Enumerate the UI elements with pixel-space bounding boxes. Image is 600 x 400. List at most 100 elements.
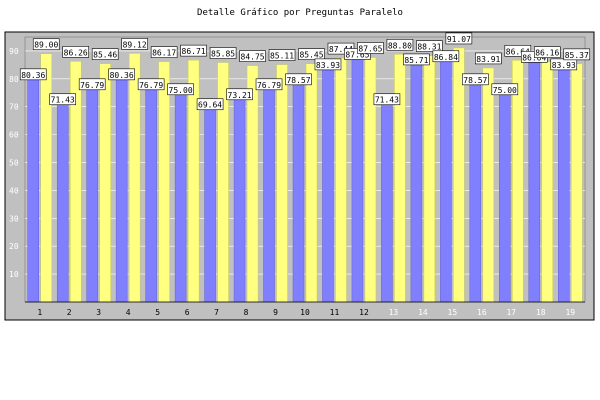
data-label-box	[167, 83, 194, 96]
bar-series-2	[305, 63, 318, 303]
y-tick-label: 80	[9, 75, 19, 84]
data-label-text: 83.93	[316, 61, 340, 70]
data-label-box	[150, 46, 178, 58]
x-tick-label: 11	[330, 308, 340, 317]
bar-series-1	[204, 107, 216, 303]
x-tick-label: 7	[214, 308, 219, 317]
data-label-series-2: 86.64	[504, 45, 532, 57]
data-label-text: 89.00	[34, 41, 58, 50]
data-label-series-2: 84.75	[239, 50, 266, 62]
data-label-text: 85.37	[565, 51, 589, 60]
y-tick-label: 10	[9, 270, 19, 279]
bar-series-1	[86, 87, 98, 303]
bar-series-2	[453, 47, 465, 303]
data-label-series-2: 87.65	[357, 42, 384, 54]
data-label-box	[209, 47, 237, 59]
bar-series-1	[469, 82, 482, 303]
y-tick-label: 20	[9, 242, 19, 251]
bar-series-1	[440, 59, 452, 303]
y-tick-label: 60	[9, 131, 19, 140]
data-label-box	[32, 38, 60, 51]
data-label-text: 75.00	[493, 86, 517, 95]
data-label-box	[49, 93, 77, 106]
x-tick-label: 5	[155, 308, 160, 317]
y-tick-label: 30	[9, 214, 19, 223]
data-label-box	[491, 83, 519, 96]
data-label-box	[357, 42, 384, 54]
bar-series-1	[410, 62, 423, 303]
data-label-text: 73.21	[228, 91, 252, 100]
bar-series-2	[40, 53, 52, 303]
data-label-box	[314, 58, 342, 71]
x-tick-label: 14	[418, 308, 428, 317]
bar-series-2	[276, 64, 288, 303]
data-label-text: 85.45	[299, 51, 323, 60]
data-label-box	[268, 49, 296, 61]
data-label-text: 91.07	[447, 35, 471, 44]
bar-series-1	[233, 97, 246, 303]
data-label-text: 86.71	[182, 47, 206, 56]
data-label-series-1: 83.93	[314, 58, 342, 71]
x-tick-label: 10	[300, 308, 310, 317]
x-tick-label: 19	[565, 308, 575, 317]
x-tick-label: 8	[244, 308, 249, 317]
y-tick-label: 70	[9, 103, 19, 112]
data-label-text: 86.17	[152, 49, 176, 58]
data-label-text: 76.79	[139, 81, 163, 90]
data-label-box	[62, 46, 90, 58]
data-label-series-2: 86.17	[150, 46, 178, 58]
x-tick-label: 12	[359, 308, 369, 317]
data-label-text: 71.43	[375, 96, 399, 105]
x-tick-label: 13	[389, 308, 399, 317]
data-label-series-2: 86.16	[533, 46, 561, 58]
data-label-box	[19, 68, 47, 81]
data-label-text: 88.80	[388, 41, 412, 50]
data-label-text: 89.12	[123, 40, 147, 49]
data-label-box	[432, 50, 460, 63]
data-label-text: 86.84	[434, 53, 458, 62]
bar-series-1	[263, 87, 275, 303]
data-label-box	[196, 98, 224, 111]
bar-series-1	[145, 87, 157, 303]
data-label-series-1: 76.79	[78, 78, 106, 91]
bar-series-2	[571, 63, 583, 303]
data-label-box	[475, 52, 502, 65]
data-label-text: 83.93	[552, 61, 576, 70]
data-label-box	[91, 48, 119, 60]
data-label-series-2: 86.26	[62, 46, 90, 58]
bar-series-2	[99, 63, 111, 303]
data-label-series-1: 75.00	[167, 83, 194, 96]
x-tick-label: 2	[67, 308, 72, 317]
data-label-box	[504, 45, 532, 57]
bar-series-1	[381, 102, 393, 303]
bar-series-2	[335, 57, 347, 303]
data-label-box	[180, 44, 207, 57]
data-label-text: 86.64	[506, 47, 530, 56]
data-label-text: 76.79	[257, 81, 281, 90]
data-label-box	[403, 53, 430, 66]
data-label-series-1: 86.84	[432, 50, 460, 63]
data-label-box	[445, 32, 473, 45]
data-label-series-2: 88.80	[386, 38, 414, 51]
data-label-box	[239, 50, 266, 62]
data-label-box	[78, 78, 106, 91]
data-label-series-1: 71.43	[373, 93, 401, 106]
y-tick-label: 50	[9, 159, 19, 168]
data-label-text: 78.57	[463, 76, 487, 85]
bar-series-1	[174, 92, 187, 303]
bar-series-2	[246, 65, 259, 303]
bar-series-2	[541, 61, 554, 303]
x-tick-label: 15	[448, 308, 458, 317]
data-label-box	[285, 73, 312, 86]
data-label-series-1: 76.79	[255, 78, 283, 91]
bar-series-2	[394, 54, 406, 303]
bar-series-1	[292, 82, 305, 303]
x-tick-label: 3	[96, 308, 101, 317]
data-label-series-1: 69.64	[196, 98, 224, 111]
data-label-series-2: 86.71	[180, 44, 207, 57]
data-label-series-1: 76.79	[137, 78, 165, 91]
data-label-text: 86.26	[64, 48, 88, 57]
data-label-series-2: 85.11	[268, 49, 296, 61]
data-label-series-2: 85.37	[563, 48, 591, 61]
data-label-series-1: 75.00	[491, 83, 519, 96]
